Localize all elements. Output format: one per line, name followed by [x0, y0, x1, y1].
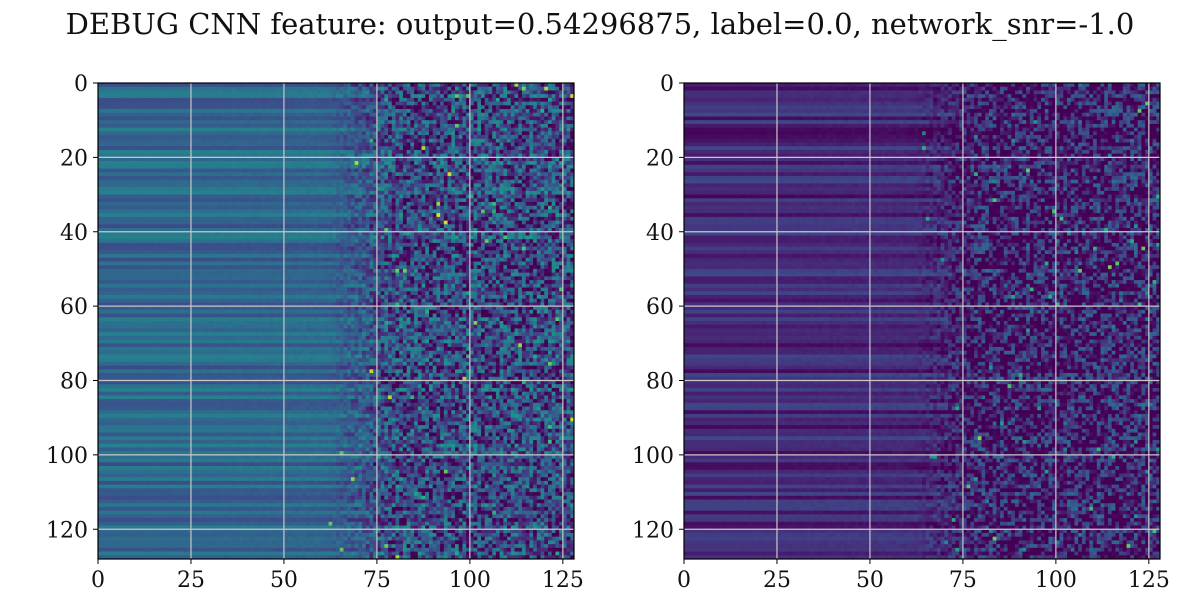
y-tick-label: 100	[632, 444, 674, 469]
heatmap-panel-right: 0 25 50 75 100 125 0 20 40 60 80 100 120	[632, 72, 1170, 593]
x-tick-label: 100	[1035, 568, 1077, 593]
y-tick-label: 120	[632, 518, 674, 543]
y-tick-label: 60	[646, 295, 674, 320]
heatmap-cells	[684, 83, 1160, 559]
x-tick-label: 75	[363, 568, 391, 593]
x-tick-label: 50	[856, 568, 884, 593]
x-tick-label: 75	[949, 568, 977, 593]
x-tick-label: 50	[270, 568, 298, 593]
y-tick-label: 0	[660, 72, 674, 97]
heatmap-cells	[98, 83, 574, 559]
y-tick-label: 60	[60, 295, 88, 320]
y-tick-label: 100	[46, 444, 88, 469]
y-tick-label: 40	[646, 221, 674, 246]
x-tick-label: 125	[542, 568, 584, 593]
heatmap-panel-left: 0 25 50 75 100 125 0 20 40 60 80 100 120	[46, 72, 584, 593]
x-tick-label: 25	[763, 568, 791, 593]
y-tick-label: 80	[646, 370, 674, 395]
y-tick-label: 20	[60, 146, 88, 171]
y-tick-label: 80	[60, 370, 88, 395]
y-tick-label: 20	[646, 146, 674, 171]
y-tick-label: 40	[60, 221, 88, 246]
x-tick-label: 25	[177, 568, 205, 593]
y-tick-label: 120	[46, 518, 88, 543]
x-tick-label: 0	[677, 568, 691, 593]
y-tick-label: 0	[74, 72, 88, 97]
x-tick-label: 100	[449, 568, 491, 593]
x-tick-label: 0	[91, 568, 105, 593]
x-tick-label: 125	[1128, 568, 1170, 593]
